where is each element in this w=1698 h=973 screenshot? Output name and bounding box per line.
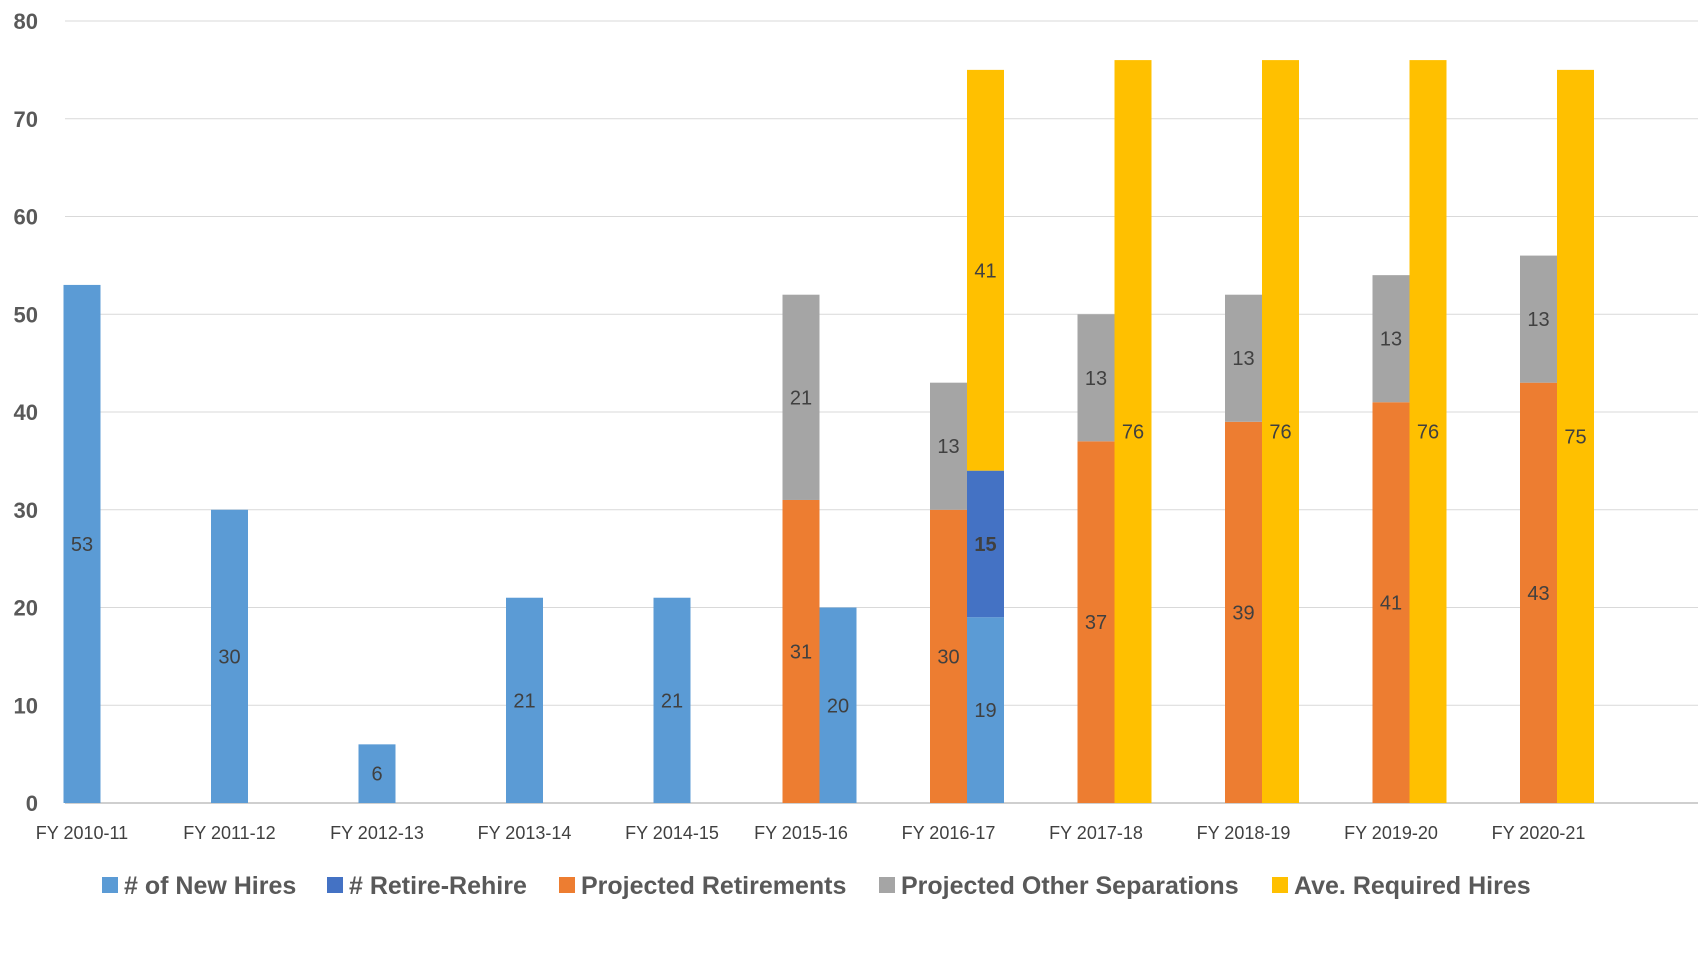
legend-label: Projected Retirements — [581, 872, 846, 900]
bar-of-new-hires-fy-2013-14 — [506, 597, 543, 803]
data-label-ave-required-hires: 76 — [1122, 422, 1144, 444]
bar-ave-required-hires-fy-2020-21 — [1557, 69, 1594, 803]
legend-swatch — [327, 877, 343, 893]
data-label-projected-other-separations: 13 — [1380, 329, 1402, 351]
bar-projected-other-separations-fy-2016-17 — [930, 382, 967, 510]
legend-item-projected-other-separations: Projected Other Separations — [879, 872, 1239, 900]
bar-projected-other-separations-fy-2018-19 — [1225, 294, 1262, 422]
x-axis: FY 2010-11 FY 2011-12 FY 2012-13 FY 2013-14… — [36, 823, 1586, 843]
bar-of-new-hires-fy-2011-12 — [211, 509, 248, 803]
y-tick-label: 40 — [14, 400, 38, 425]
y-tick-label: 10 — [14, 693, 38, 718]
data-label-projected-retirements: 41 — [1380, 593, 1402, 615]
x-tick-label: FY 2017-18 — [1049, 823, 1143, 843]
bar-projected-retirements-fy-2020-21 — [1520, 382, 1557, 803]
legend-swatch — [1272, 877, 1288, 893]
y-tick-label: 0 — [26, 791, 38, 816]
data-label-projected-other-separations: 21 — [790, 387, 812, 409]
data-label-of-new-hires: 53 — [71, 534, 93, 556]
y-tick-label: 50 — [14, 302, 38, 327]
y-tick-label: 80 — [14, 9, 38, 34]
data-labels: 53 30 6 21 21 31 21 20 30 13 19 15 41 37 13 76 39 13 76 41 1… — [71, 260, 1587, 785]
bar-of-new-hires-fy-2014-15 — [653, 597, 691, 803]
bar-ave-required-hires-fy-2018-19 — [1262, 60, 1299, 804]
bar-of-new-hires-fy-2015-16 — [819, 607, 857, 803]
bar-projected-retirements-fy-2015-16 — [782, 499, 820, 803]
bar-ave-required-hires-fy-2017-18 — [1114, 60, 1152, 804]
bar-ave-required-hires-fy-2019-20 — [1409, 60, 1447, 804]
data-label-projected-retirements: 39 — [1232, 602, 1254, 624]
x-tick-label: FY 2020-21 — [1492, 823, 1586, 843]
legend: # of New Hires # Retire-Rehire Projected R… — [102, 872, 1531, 900]
bar-projected-other-separations-fy-2015-16 — [782, 294, 820, 500]
bar-projected-retirements-fy-2016-17 — [930, 509, 967, 803]
y-tick-label: 70 — [14, 107, 38, 132]
data-label-projected-other-separations: 13 — [937, 436, 959, 458]
bar-ave-required-hires-fy-2016-17 — [967, 69, 1004, 471]
legend-swatch — [102, 877, 118, 893]
data-label-of-new-hires: 21 — [661, 690, 683, 712]
data-label-projected-other-separations: 13 — [1232, 348, 1254, 370]
data-label-projected-retirements: 37 — [1085, 612, 1107, 634]
gridlines — [65, 20, 1698, 804]
data-label-of-new-hires: 6 — [371, 764, 382, 786]
legend-label: Ave. Required Hires — [1294, 872, 1531, 900]
bar-projected-retirements-fy-2019-20 — [1372, 402, 1410, 803]
data-label-projected-retirements: 31 — [790, 641, 812, 663]
bar-retire-rehire-fy-2016-17 — [967, 470, 1004, 618]
data-label-projected-other-separations: 13 — [1527, 309, 1549, 331]
y-axis: 0 10 20 30 40 50 60 70 80 — [14, 9, 38, 816]
data-label-ave-required-hires: 41 — [974, 260, 996, 282]
bar-projected-other-separations-fy-2019-20 — [1372, 275, 1410, 403]
bar-projected-other-separations-fy-2017-18 — [1077, 314, 1115, 442]
x-tick-label: FY 2012-13 — [330, 823, 424, 843]
data-label-of-new-hires: 21 — [513, 690, 535, 712]
data-label-projected-retirements: 43 — [1527, 583, 1549, 605]
data-label-of-new-hires: 30 — [218, 646, 240, 668]
bars — [63, 60, 1594, 804]
y-tick-label: 60 — [14, 205, 38, 230]
x-tick-label: FY 2013-14 — [478, 823, 572, 843]
bar-projected-retirements-fy-2017-18 — [1077, 441, 1115, 803]
legend-label: Projected Other Separations — [901, 872, 1239, 900]
y-tick-label: 20 — [14, 596, 38, 621]
x-tick-label: FY 2010-11 — [36, 823, 128, 843]
legend-item-ave-required-hires: Ave. Required Hires — [1272, 872, 1531, 900]
legend-swatch — [879, 877, 895, 893]
bar-of-new-hires-fy-2012-13 — [358, 744, 396, 803]
legend-item-of-new-hires: # of New Hires — [102, 872, 296, 900]
legend-label: # Retire-Rehire — [349, 872, 527, 900]
data-label-of-new-hires: 20 — [827, 695, 849, 717]
x-tick-label: FY 2015-16 — [754, 823, 848, 843]
data-label-projected-other-separations: 13 — [1085, 368, 1107, 390]
bar-projected-other-separations-fy-2020-21 — [1520, 255, 1557, 383]
y-tick-label: 30 — [14, 498, 38, 523]
bar-of-new-hires-fy-2010-11 — [63, 284, 101, 803]
x-tick-label: FY 2018-19 — [1197, 823, 1291, 843]
data-label-ave-required-hires: 76 — [1417, 422, 1439, 444]
data-label-ave-required-hires: 75 — [1564, 426, 1586, 448]
data-label-ave-required-hires: 76 — [1269, 422, 1291, 444]
legend-item-projected-retirements: Projected Retirements — [559, 872, 846, 900]
legend-swatch — [559, 877, 575, 893]
legend-label: # of New Hires — [124, 872, 296, 900]
data-label-projected-retirements: 30 — [937, 646, 959, 668]
bar-projected-retirements-fy-2018-19 — [1225, 421, 1262, 803]
data-label-retire-rehire: 15 — [974, 534, 996, 556]
bar-of-new-hires-fy-2016-17 — [967, 617, 1004, 803]
x-tick-label: FY 2016-17 — [902, 823, 996, 843]
x-tick-label: FY 2014-15 — [625, 823, 719, 843]
x-tick-label: FY 2019-20 — [1344, 823, 1438, 843]
legend-item-retire-rehire: # Retire-Rehire — [327, 872, 527, 900]
x-tick-label: FY 2011-12 — [183, 823, 275, 843]
data-label-of-new-hires: 19 — [974, 700, 996, 722]
